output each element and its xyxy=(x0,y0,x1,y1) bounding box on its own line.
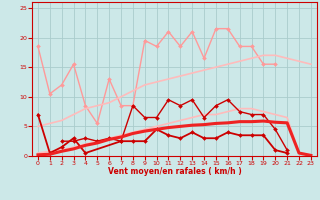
X-axis label: Vent moyen/en rafales ( km/h ): Vent moyen/en rafales ( km/h ) xyxy=(108,167,241,176)
